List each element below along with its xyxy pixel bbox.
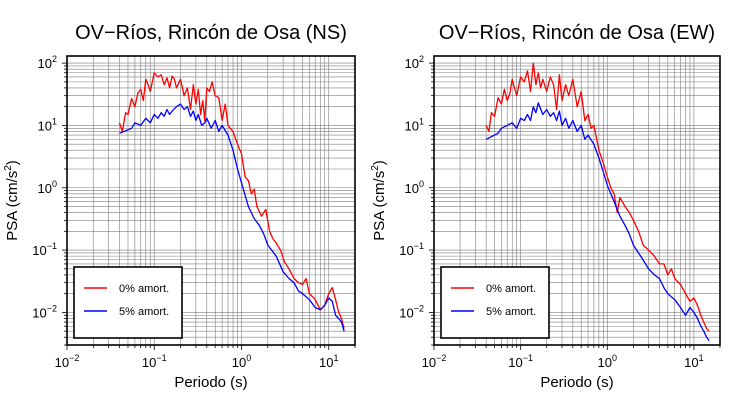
y-axis-label: PSA (cm/s2) xyxy=(370,160,388,241)
chart-title: OV−Ríos, Rincón de Osa (NS) xyxy=(75,22,347,44)
legend-box xyxy=(73,266,183,339)
y-tick-label: 101 xyxy=(38,116,57,133)
x-tick-label: 101 xyxy=(684,353,703,370)
legend-label-undamped: 0% amort. xyxy=(486,283,536,295)
grid xyxy=(433,56,721,346)
legend-label-damped: 5% amort. xyxy=(486,306,536,318)
x-tick-label: 100 xyxy=(598,353,617,370)
x-tick-label: 10−1 xyxy=(508,353,533,370)
x-axis-label: Periodo (s) xyxy=(540,374,613,391)
series-line-undamped xyxy=(118,72,345,329)
y-tick-label: 100 xyxy=(38,179,57,196)
series-line-undamped xyxy=(485,62,710,332)
series-line-damped xyxy=(119,103,345,332)
plot-frame xyxy=(66,55,356,346)
y-tick-label: 100 xyxy=(405,179,424,196)
x-tick-label: 10−2 xyxy=(422,353,447,370)
y-tick-label: 10−1 xyxy=(32,241,57,258)
y-tick-label: 102 xyxy=(405,54,424,71)
axis-ticks xyxy=(429,62,721,350)
chart-title: OV−Ríos, Rincón de Osa (EW) xyxy=(439,22,715,44)
series-line-damped xyxy=(485,102,710,342)
y-tick-label: 10−2 xyxy=(399,303,424,320)
y-tick-label: 102 xyxy=(38,54,57,71)
legend-label-damped: 5% amort. xyxy=(119,306,169,318)
y-tick-label: 10−2 xyxy=(32,303,57,320)
legend-box xyxy=(440,266,550,339)
x-axis-label: Periodo (s) xyxy=(174,374,247,391)
chart-panel-ew: 10−2 10−1 100 101 102 101 100 10−1 10−2 OV−Ríos, … xyxy=(370,22,721,391)
legend: 0% amort. 5% amort. xyxy=(440,266,550,339)
legend: 0% amort. 5% amort. xyxy=(73,266,183,339)
y-axis-label: PSA (cm/s2) xyxy=(3,160,21,241)
x-tick-label: 10−2 xyxy=(55,353,80,370)
y-tick-label: 101 xyxy=(405,116,424,133)
y-tick-label: 10−1 xyxy=(399,241,424,258)
x-tick-label: 100 xyxy=(232,353,251,370)
legend-label-undamped: 0% amort. xyxy=(119,283,169,295)
chart-panel-ns: 10−2 10−1 100 101 102 101 100 10−1 10−2 OV−Ríos, … xyxy=(3,22,356,391)
x-tick-label: 10−1 xyxy=(142,353,167,370)
plot-frame xyxy=(433,55,721,346)
x-tick-label: 101 xyxy=(319,353,338,370)
axis-ticks xyxy=(62,62,356,350)
